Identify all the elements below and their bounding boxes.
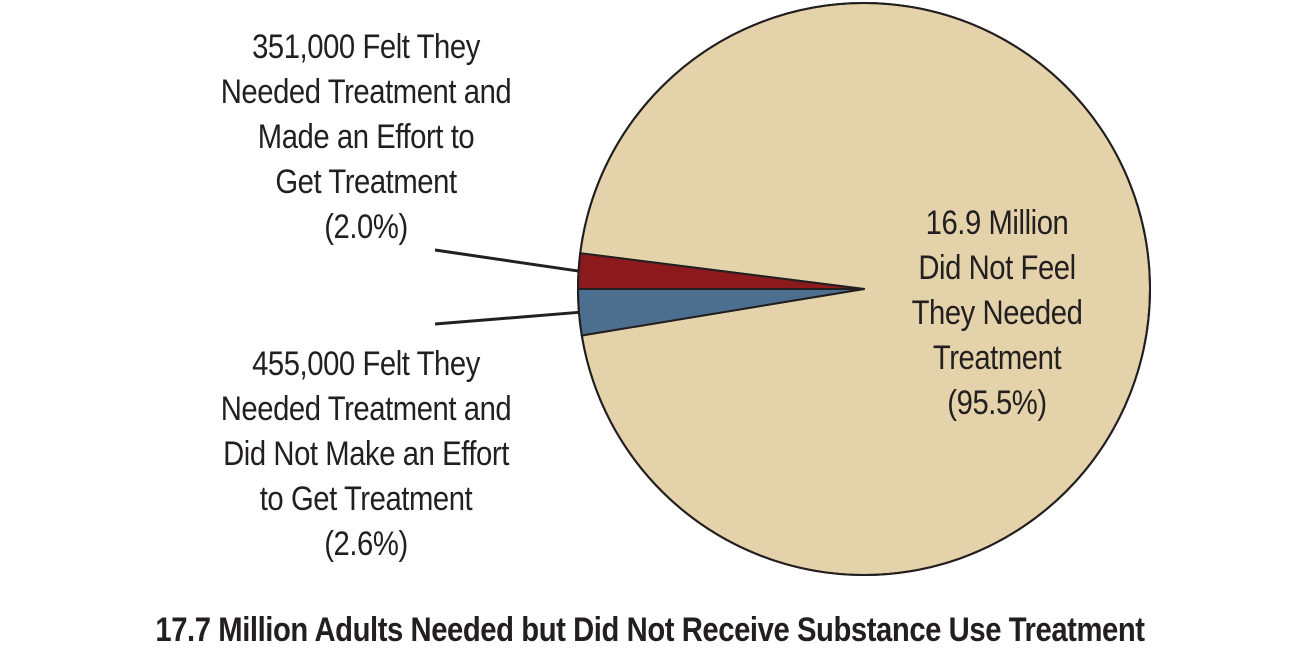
slice-label-line: Did Not Feel (918, 249, 1076, 287)
slice-label-nofeel: 16.9 Million Did Not Feel They Needed Tr… (868, 201, 1126, 426)
slice-label-line: 16.9 Million (925, 204, 1069, 242)
chart-title: 17.7 Million Adults Needed but Did Not R… (155, 611, 1145, 649)
slice-label-line: 455,000 Felt They (252, 345, 480, 383)
slice-label-line: to Get Treatment (259, 480, 473, 518)
slice-label-line: Needed Treatment and (220, 73, 512, 111)
slice-label-line: (95.5%) (947, 384, 1047, 422)
slice-label-line: They Needed (911, 294, 1083, 332)
leader-line-effort (434, 248, 579, 273)
slice-label-line: 351,000 Felt They (252, 28, 480, 66)
slice-label-line: Made an Effort to (257, 118, 475, 156)
slice-label-line: (2.6%) (324, 525, 408, 563)
slice-label-noeffort: 455,000 Felt They Needed Treatment and D… (194, 342, 538, 567)
slice-label-line: Did Not Make an Effort (223, 435, 509, 473)
pie-outline (577, 2, 1151, 576)
leader-lines (434, 248, 580, 326)
pie-chart (434, 2, 1151, 576)
slice-label-effort: 351,000 Felt They Needed Treatment and M… (194, 25, 538, 250)
pie-slices (577, 2, 1151, 576)
slice-label-line: Needed Treatment and (220, 390, 512, 428)
leader-line-noeffort (434, 310, 580, 326)
slice-label-line: Treatment (932, 339, 1062, 377)
slice-label-line: (2.0%) (324, 208, 408, 246)
slice-label-line: Get Treatment (275, 163, 457, 201)
